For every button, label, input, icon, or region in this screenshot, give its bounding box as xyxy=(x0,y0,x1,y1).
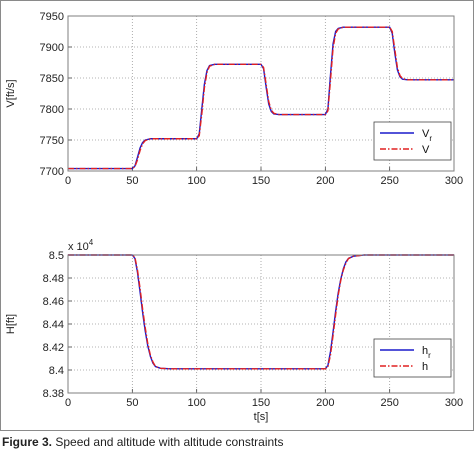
altitude-x-axis-label: t[s] xyxy=(254,411,269,423)
altitude-legend: hrh xyxy=(373,338,452,378)
y-tick-label: 8.48 xyxy=(43,273,64,285)
y-tick-label: 7950 xyxy=(40,11,64,23)
x-tick-label: 100 xyxy=(187,397,205,409)
altitude-y-ticks: 8.38 8.4 8.42 8.44 8.46 8.48 8.5 xyxy=(43,250,72,400)
legend-label: h xyxy=(422,361,428,373)
y-tick-label: 8.42 xyxy=(43,342,64,354)
x-tick-label: 200 xyxy=(316,175,334,187)
x-tick-label: 150 xyxy=(252,175,270,187)
legend-label-base: V xyxy=(422,144,430,156)
legend-box xyxy=(373,338,452,378)
y-tick-label: 8.44 xyxy=(43,319,64,331)
speed-plot-area xyxy=(67,15,455,172)
x-tick-label: 200 xyxy=(316,397,334,409)
x-tick-label: 250 xyxy=(380,397,398,409)
y-tick-label: 7850 xyxy=(40,73,64,85)
altitude-chart: 0 50 100 150 200 250 300 8.388.48.428.448.468.… xyxy=(5,238,463,423)
y-tick-label: 8.46 xyxy=(43,296,64,308)
x-tick-label: 0 xyxy=(65,397,71,409)
altitude-y-axis-label: H[ft] xyxy=(5,314,17,334)
altitude-plot-area xyxy=(67,254,455,394)
figure-caption-label: Figure 3. xyxy=(2,435,53,449)
x-tick-label: 50 xyxy=(126,397,138,409)
speed-y-axis-label: V[ft/s] xyxy=(5,79,17,107)
speed-series xyxy=(68,26,454,170)
figure-caption: Figure 3. Speed and altitude with altitu… xyxy=(2,435,284,449)
legend-label-base: h xyxy=(422,361,428,373)
legend-label-base: V xyxy=(422,128,430,140)
legend-label: V xyxy=(422,144,430,156)
y-tick-label: 8.38 xyxy=(43,388,64,400)
legend-box xyxy=(373,121,452,161)
multiplier-base: x 10 xyxy=(68,241,89,253)
series-line-v xyxy=(68,26,454,170)
speed-chart: 0 50 100 150 200 250 300 770077507800785079007… xyxy=(5,11,463,187)
x-tick-label: 300 xyxy=(445,397,463,409)
altitude-series xyxy=(68,254,454,370)
speed-legend: VrV xyxy=(373,121,452,161)
x-tick-label: 300 xyxy=(445,175,463,187)
legend-label: hr xyxy=(422,345,431,360)
x-tick-label: 100 xyxy=(187,175,205,187)
legend-label-subscript: r xyxy=(429,134,432,143)
multiplier-exponent: 4 xyxy=(89,238,94,247)
speed-y-ticks: 7700 7750 7800 7850 7900 7950 xyxy=(40,11,72,178)
x-tick-label: 50 xyxy=(126,175,138,187)
y-tick-label: 7900 xyxy=(40,42,64,54)
x-tick-label: 250 xyxy=(380,175,398,187)
legend-label-base: h xyxy=(422,345,428,357)
altitude-x-ticks: 0 50 100 150 200 250 300 xyxy=(65,389,463,409)
speed-x-ticks: 0 50 100 150 200 250 300 xyxy=(65,167,463,187)
y-tick-label: 8.4 xyxy=(49,365,64,377)
legend-label: Vr xyxy=(422,128,432,143)
series-line-h xyxy=(68,254,454,370)
y-tick-label: 7800 xyxy=(40,104,64,116)
legend-label-subscript: r xyxy=(428,351,431,360)
x-tick-label: 0 xyxy=(65,175,71,187)
y-tick-label: 7700 xyxy=(40,166,64,178)
y-tick-label: 8.5 xyxy=(49,250,64,262)
altitude-y-multiplier: x 104 xyxy=(68,238,94,253)
x-tick-label: 150 xyxy=(252,397,270,409)
figure-caption-text: Speed and altitude with altitude constra… xyxy=(55,435,284,449)
y-tick-label: 7750 xyxy=(40,135,64,147)
